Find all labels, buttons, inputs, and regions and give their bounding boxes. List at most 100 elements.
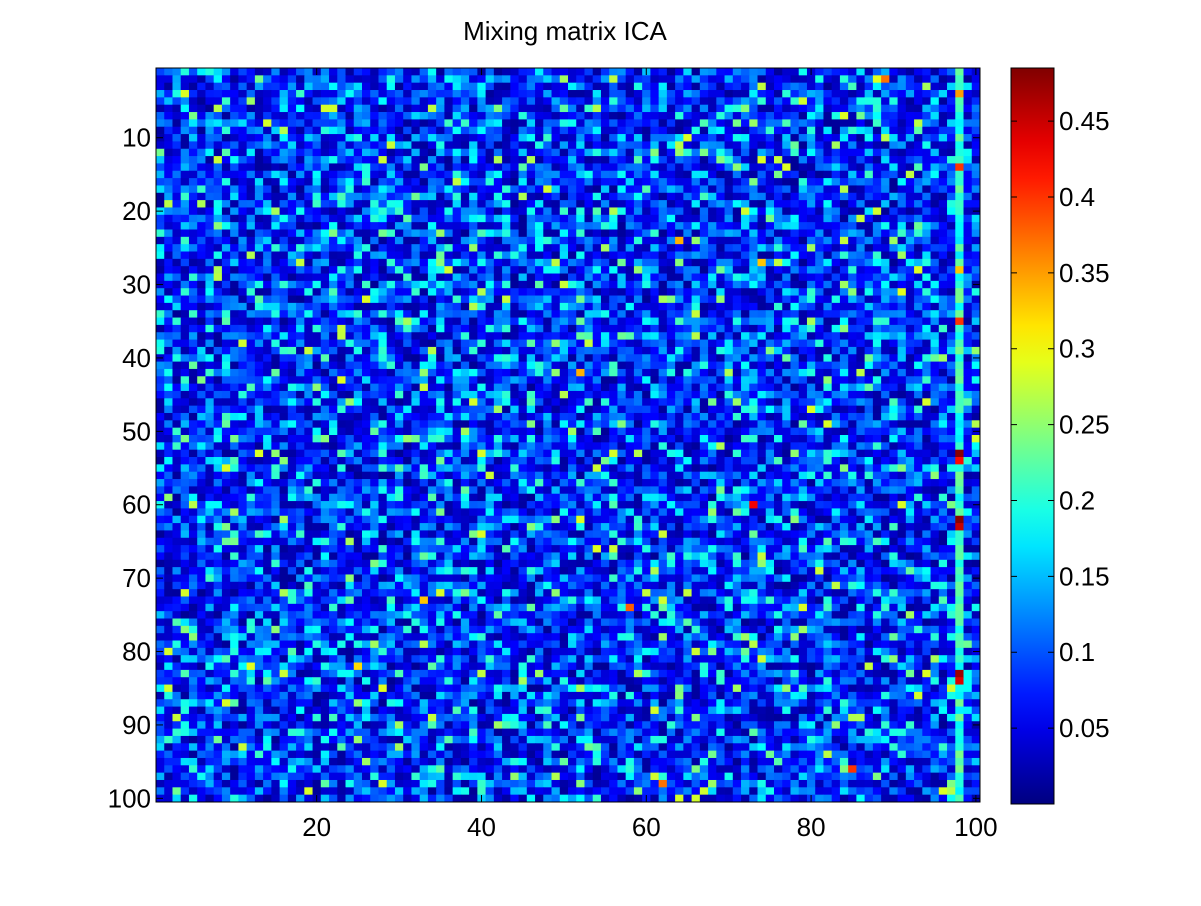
- heatmap-cell: [642, 126, 651, 135]
- heatmap-cell: [378, 207, 388, 216]
- heatmap-cell: [526, 339, 536, 348]
- heatmap-cell: [551, 295, 561, 304]
- heatmap-cell: [930, 178, 940, 186]
- heatmap-cell: [320, 156, 330, 164]
- heatmap-cell: [518, 134, 528, 142]
- heatmap-cell: [905, 324, 915, 333]
- heatmap-cell: [485, 119, 495, 128]
- heatmap-cell: [963, 68, 973, 76]
- heatmap-cell: [675, 90, 684, 98]
- heatmap-cell: [889, 229, 898, 238]
- heatmap-cell: [708, 295, 717, 304]
- heatmap-cell: [386, 405, 396, 414]
- heatmap-cell: [493, 405, 503, 414]
- heatmap-cell: [568, 258, 577, 267]
- heatmap-cell: [576, 302, 585, 311]
- heatmap-cell: [246, 236, 256, 245]
- heatmap-cell: [320, 368, 330, 377]
- heatmap-cell: [600, 229, 610, 238]
- heatmap-cell: [666, 324, 676, 333]
- heatmap-cell: [197, 310, 206, 318]
- heatmap-cell: [378, 68, 388, 76]
- heatmap-cell: [551, 156, 561, 164]
- heatmap-cell: [518, 398, 528, 407]
- heatmap-cell: [872, 405, 882, 414]
- heatmap-cell: [452, 185, 462, 194]
- heatmap-cell: [477, 97, 486, 106]
- heatmap-cell: [518, 82, 528, 91]
- heatmap-cell: [741, 251, 750, 260]
- heatmap-cell: [559, 97, 569, 106]
- heatmap-cell: [716, 273, 725, 282]
- heatmap-cell: [230, 266, 239, 274]
- heatmap-cell: [444, 258, 454, 267]
- heatmap-cell: [914, 141, 923, 150]
- heatmap-cell: [502, 75, 511, 84]
- heatmap-cell: [535, 317, 544, 326]
- heatmap-cell: [889, 405, 898, 414]
- heatmap-cell: [576, 405, 585, 414]
- heatmap-cell: [741, 258, 750, 267]
- heatmap-cell: [156, 192, 165, 201]
- heatmap-cell: [675, 178, 684, 186]
- heatmap-cell: [568, 280, 577, 289]
- heatmap-cell: [675, 236, 684, 245]
- heatmap-cell: [872, 288, 882, 296]
- heatmap-cell: [815, 361, 824, 370]
- heatmap-cell: [403, 90, 412, 98]
- heatmap-cell: [444, 119, 454, 128]
- heatmap-cell: [493, 266, 503, 274]
- heatmap-cell: [551, 200, 561, 208]
- heatmap-cell: [691, 222, 701, 230]
- heatmap-cell: [798, 236, 808, 245]
- heatmap-cell: [287, 354, 297, 362]
- heatmap-cell: [716, 192, 725, 201]
- heatmap-cell: [559, 390, 569, 399]
- heatmap-cell: [543, 251, 552, 260]
- heatmap-cell: [411, 200, 421, 208]
- heatmap-cell: [452, 170, 462, 179]
- heatmap-cell: [337, 156, 346, 164]
- heatmap-cell: [469, 251, 478, 260]
- heatmap-cell: [254, 207, 264, 216]
- heatmap-cell: [444, 178, 454, 186]
- heatmap-cell: [477, 229, 486, 238]
- heatmap-cell: [798, 324, 808, 333]
- heatmap-cell: [790, 170, 800, 179]
- heatmap-cell: [609, 200, 618, 208]
- heatmap-cell: [782, 178, 791, 186]
- heatmap-cell: [584, 390, 594, 399]
- heatmap-cell: [963, 412, 973, 421]
- heatmap-cell: [732, 68, 742, 76]
- heatmap-cell: [279, 258, 289, 267]
- heatmap-cell: [485, 376, 495, 385]
- heatmap-cell: [493, 244, 503, 252]
- heatmap-cell: [732, 258, 742, 267]
- heatmap-cell: [699, 214, 709, 223]
- heatmap-cell: [246, 346, 256, 355]
- heatmap-cell: [765, 141, 775, 150]
- heatmap-cell: [650, 244, 660, 252]
- heatmap-cell: [197, 236, 206, 245]
- heatmap-cell: [419, 346, 429, 355]
- heatmap-cell: [378, 112, 388, 120]
- heatmap-cell: [444, 420, 454, 429]
- heatmap-cell: [938, 251, 948, 260]
- heatmap-cell: [312, 104, 322, 113]
- heatmap-cell: [782, 104, 791, 113]
- heatmap-cell: [955, 229, 964, 238]
- heatmap-cell: [386, 339, 396, 348]
- heatmap-cell: [329, 236, 338, 245]
- heatmap-cell: [815, 200, 824, 208]
- heatmap-cell: [675, 214, 684, 223]
- heatmap-cell: [823, 200, 833, 208]
- heatmap-cell: [708, 90, 717, 98]
- heatmap-cell: [510, 390, 519, 399]
- heatmap-cell: [172, 368, 182, 377]
- heatmap-cell: [469, 207, 478, 216]
- heatmap-cell: [526, 368, 536, 377]
- heatmap-cell: [774, 104, 783, 113]
- heatmap-cell: [815, 354, 824, 362]
- heatmap-cell: [839, 368, 849, 377]
- heatmap-cell: [246, 75, 256, 84]
